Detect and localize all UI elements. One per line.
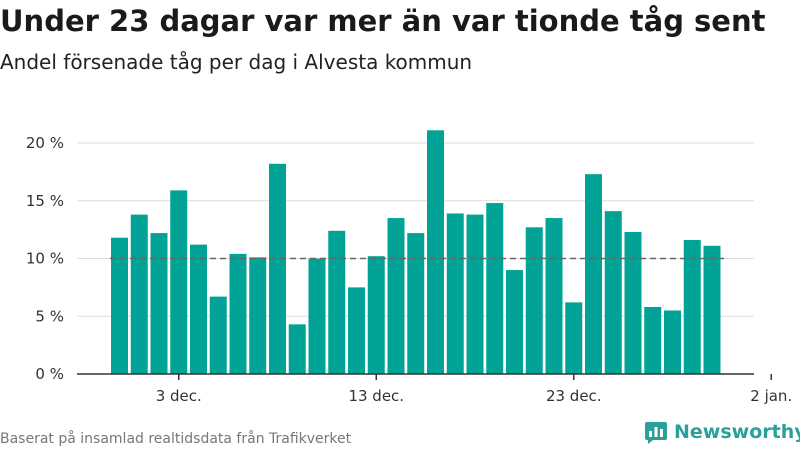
bar xyxy=(367,256,385,374)
bar xyxy=(269,163,286,374)
bar xyxy=(209,296,227,374)
y-tick-label: 15 % xyxy=(26,192,64,210)
bar xyxy=(525,227,543,374)
bar xyxy=(565,302,583,374)
bar xyxy=(190,244,207,374)
x-tick-label: 2 jan. xyxy=(750,387,792,405)
chart-subtitle: Andel försenade tåg per dag i Alvesta ko… xyxy=(0,50,473,74)
bar xyxy=(466,214,484,374)
bar xyxy=(150,233,168,374)
bar xyxy=(348,287,365,374)
bar xyxy=(585,174,602,374)
bar xyxy=(604,211,622,374)
bar xyxy=(328,230,346,374)
x-tick-label: 13 dec. xyxy=(348,387,404,405)
x-tick-label: 3 dec. xyxy=(156,387,202,405)
bar xyxy=(446,213,464,374)
x-tick-label: 23 dec. xyxy=(546,387,602,405)
bar xyxy=(644,307,662,374)
bar xyxy=(664,310,681,374)
bar xyxy=(170,190,188,374)
y-tick-label: 5 % xyxy=(35,307,64,325)
bar xyxy=(506,270,523,374)
bar xyxy=(288,324,306,374)
chart-title: Under 23 dagar var mer än var tionde tåg… xyxy=(0,4,766,38)
bar xyxy=(229,253,247,374)
bar xyxy=(486,203,504,374)
bar xyxy=(249,257,267,374)
y-tick-label: 0 % xyxy=(35,365,64,383)
bar xyxy=(130,214,148,374)
source-note: Baserat på insamlad realtidsdata från Tr… xyxy=(0,431,352,447)
y-tick-label: 10 % xyxy=(26,250,64,268)
bar xyxy=(624,231,642,374)
brand: Newsworthy xyxy=(644,420,800,444)
bar xyxy=(308,258,326,374)
bar xyxy=(683,240,701,374)
newsworthy-logo-icon xyxy=(645,422,667,444)
bar xyxy=(111,237,128,374)
bar xyxy=(703,245,721,374)
bar xyxy=(407,233,425,374)
bar xyxy=(545,218,563,374)
brand-name: Newsworthy xyxy=(674,421,800,443)
bar xyxy=(387,218,405,374)
y-tick-label: 20 % xyxy=(26,134,64,152)
bar xyxy=(427,130,444,374)
